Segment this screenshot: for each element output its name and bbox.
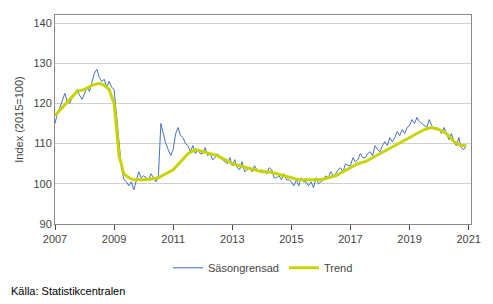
svg-text:2019: 2019 (397, 233, 421, 245)
svg-text:90: 90 (40, 218, 52, 230)
svg-text:2007: 2007 (43, 233, 67, 245)
svg-text:110: 110 (34, 137, 52, 149)
svg-text:140: 140 (33, 17, 51, 29)
svg-text:2011: 2011 (161, 233, 185, 245)
svg-text:100: 100 (33, 178, 51, 190)
svg-text:130: 130 (33, 57, 51, 69)
svg-text:Trend: Trend (324, 262, 352, 274)
svg-text:2013: 2013 (220, 233, 244, 245)
svg-text:Index (2015=100): Index (2015=100) (13, 76, 25, 163)
svg-text:120: 120 (33, 97, 51, 109)
svg-text:2017: 2017 (338, 233, 362, 245)
svg-text:2021: 2021 (456, 233, 480, 245)
svg-text:Säsongrensad: Säsongrensad (208, 262, 279, 274)
svg-text:2009: 2009 (102, 233, 126, 245)
svg-text:Källa: Statistikcentralen: Källa: Statistikcentralen (11, 285, 125, 297)
svg-text:2015: 2015 (279, 233, 303, 245)
